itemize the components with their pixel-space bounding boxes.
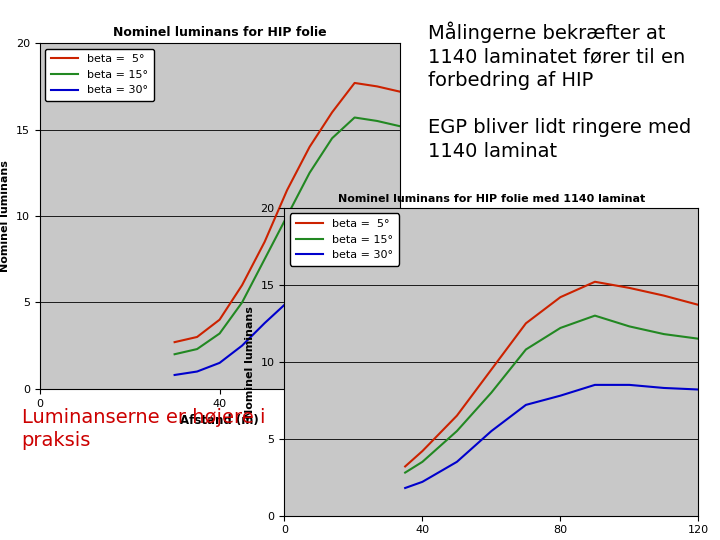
- Title: Nominel luminans for HIP folie: Nominel luminans for HIP folie: [113, 26, 326, 39]
- Legend: beta =  5°, beta = 15°, beta = 30°: beta = 5°, beta = 15°, beta = 30°: [45, 49, 154, 101]
- Y-axis label: Nominel luminans: Nominel luminans: [0, 160, 10, 272]
- X-axis label: Afstand (m): Afstand (m): [180, 414, 259, 427]
- Y-axis label: Nominel luminans: Nominel luminans: [245, 306, 255, 418]
- Legend: beta =  5°, beta = 15°, beta = 30°: beta = 5°, beta = 15°, beta = 30°: [290, 213, 399, 266]
- Text: Målingerne bekræfter at
1140 laminatet fører til en
forbedring af HIP

EGP blive: Målingerne bekræfter at 1140 laminatet f…: [428, 22, 692, 160]
- Title: Nominel luminans for HIP folie med 1140 laminat: Nominel luminans for HIP folie med 1140 …: [338, 194, 645, 204]
- Text: Luminanserne er højere i
praksis: Luminanserne er højere i praksis: [22, 408, 265, 450]
